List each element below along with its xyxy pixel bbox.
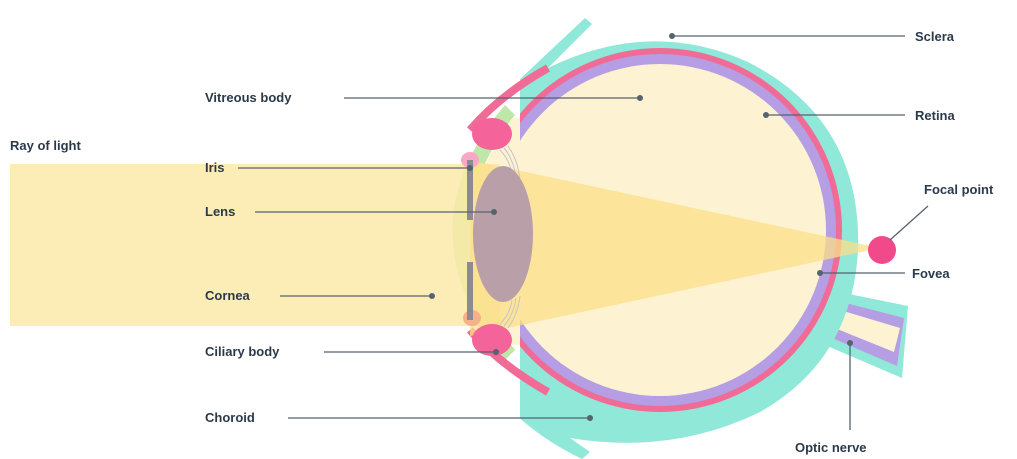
iris-shape <box>467 160 473 320</box>
label-vitreous-body: Vitreous body <box>205 90 292 105</box>
label-ray-of-light: Ray of light <box>10 138 81 153</box>
label-focal-point: Focal point <box>924 182 994 197</box>
focal-point-dot <box>868 236 896 264</box>
label-ciliary-body: Ciliary body <box>205 344 280 359</box>
lens-shape <box>473 166 533 302</box>
label-iris: Iris <box>205 160 225 175</box>
label-cornea: Cornea <box>205 288 251 303</box>
leader-lines <box>238 33 929 430</box>
label-fovea: Fovea <box>912 266 950 281</box>
label-lens: Lens <box>205 204 235 219</box>
label-choroid: Choroid <box>205 410 255 425</box>
label-sclera: Sclera <box>915 29 955 44</box>
label-optic-nerve: Optic nerve <box>795 440 867 455</box>
light-beam <box>10 160 880 336</box>
label-retina: Retina <box>915 108 956 123</box>
